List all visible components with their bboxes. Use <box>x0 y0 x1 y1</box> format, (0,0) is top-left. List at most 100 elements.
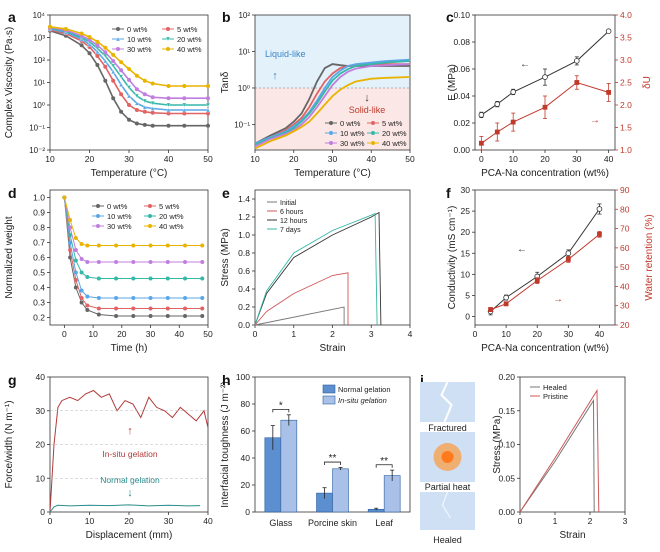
panel-b: 10⁻¹ 10⁰ 10¹ 10² 10 20 30 40 50 Temperature (°C) T… <box>220 9 415 179</box>
series-point <box>494 129 500 135</box>
legend-label: 5 wt% <box>177 25 198 34</box>
y2-tick-label: 2.5 <box>620 78 632 88</box>
series-point <box>96 260 101 264</box>
series-point <box>131 296 136 300</box>
series-point <box>142 109 147 114</box>
x-tick-label: 0 <box>253 329 258 339</box>
y-tick-label: 0.06 <box>453 64 470 74</box>
y-tick-label: 5 <box>465 290 470 300</box>
series-point <box>95 39 100 44</box>
x-axis-label: Temperature (°C) <box>91 168 168 179</box>
panel-label-a: a <box>8 9 16 25</box>
y-tick-label: 10 <box>461 269 471 279</box>
series-point <box>73 258 78 263</box>
y2-axis-label: δU <box>642 76 653 89</box>
legend-label: 0 wt% <box>107 202 128 211</box>
series-point <box>597 206 602 212</box>
series-point <box>110 63 116 69</box>
series-point <box>150 95 155 100</box>
normal-label: Normal gelation <box>100 475 160 485</box>
y-tick-label: 10³ <box>33 34 45 43</box>
legend-label: Initial <box>280 200 297 207</box>
y-tick-label: 60 <box>241 426 251 436</box>
series-point <box>182 83 187 88</box>
y-tick-label: 25 <box>461 206 471 216</box>
crack-line <box>440 381 453 423</box>
series-point <box>166 123 171 128</box>
y-tick-label: 0.10 <box>498 440 515 450</box>
series-point <box>87 35 92 40</box>
series-point <box>73 285 78 290</box>
legend-label: 0 wt% <box>127 25 148 34</box>
x-tick-label: 30 <box>124 154 134 164</box>
series-point <box>182 96 187 101</box>
series-point <box>103 50 108 55</box>
y-tick-label: 1.0 <box>238 230 250 240</box>
legend-label: Healed <box>543 383 567 392</box>
series-point <box>103 45 108 50</box>
legend-marker <box>371 141 375 145</box>
legend-label: 20 wt% <box>382 129 407 138</box>
y-tick-label: 30 <box>461 185 471 195</box>
left-arrow-icon: ← <box>520 59 530 70</box>
series-point <box>96 306 101 311</box>
series-point <box>542 104 548 110</box>
down-arrow-icon: ↓ <box>127 487 133 499</box>
series-point <box>205 102 211 108</box>
legend-label: 40 wt% <box>382 139 407 148</box>
series-point-outline <box>542 74 548 80</box>
legend-label: 30 wt% <box>340 139 365 148</box>
x-tick-label: 40 <box>604 154 614 164</box>
partial-heat-label: Partial heat <box>425 482 471 492</box>
legend-label: 20 wt% <box>159 212 184 221</box>
legend-marker <box>148 224 152 228</box>
x-tick-label: 20 <box>289 154 299 164</box>
x-tick-label: 10 <box>88 329 98 339</box>
x-tick-label: 20 <box>540 154 550 164</box>
x-tick-label: 4 <box>408 329 413 339</box>
series-point <box>165 243 170 248</box>
y2-tick-label: 90 <box>620 185 630 195</box>
series-point <box>114 314 119 318</box>
y-axis-label: E (MPa) <box>447 64 458 101</box>
series-point <box>134 107 139 112</box>
y-tick-label: 0 <box>465 312 470 322</box>
series-point <box>79 242 84 246</box>
panel-e: 0.0 0.2 0.4 0.6 0.8 1.0 1.2 1.4 0 1 2 3 4 Strain Stres… <box>220 185 413 354</box>
series-point <box>79 300 84 305</box>
panel-f: 0 5 10 15 20 25 30 20 30 40 50 60 70 80 90 0 10 20 30 40 PCA… <box>446 185 655 354</box>
x-tick-label: 2 <box>330 329 335 339</box>
series-point <box>96 312 101 317</box>
panel-label-e: e <box>222 185 230 201</box>
series-point <box>206 111 210 116</box>
y-tick-label: 1.4 <box>238 194 250 204</box>
series-point <box>114 276 119 281</box>
x-tick-label: 30 <box>572 154 582 164</box>
y-tick-label: 10² <box>238 11 250 20</box>
series-point <box>79 288 84 293</box>
x-axis-label: Strain <box>319 343 345 354</box>
y2-tick-label: 3.5 <box>620 33 632 43</box>
y2-tick-label: 50 <box>620 262 630 272</box>
series-line <box>49 389 209 513</box>
series-point <box>182 102 187 108</box>
y-tick-label: 20 <box>241 480 251 490</box>
y2-tick-label: 2.0 <box>620 100 632 110</box>
series-point <box>200 314 205 318</box>
x-tick-label: 30 <box>146 329 156 339</box>
y2-tick-label: 70 <box>620 224 630 234</box>
x-tick-label: 10 <box>45 154 55 164</box>
series-point <box>110 69 116 74</box>
series-point <box>73 278 78 282</box>
series-point <box>565 257 571 262</box>
series-point <box>503 301 509 307</box>
series-point <box>111 52 116 57</box>
legend-label: 20 wt% <box>177 35 202 44</box>
legend-label: Pristine <box>543 392 568 401</box>
panel-label-d: d <box>8 185 17 201</box>
legend-marker <box>116 27 120 31</box>
series-point <box>95 54 100 59</box>
series-point <box>205 107 211 113</box>
y-tick-label: 10¹ <box>238 47 250 56</box>
y2-tick-label: 20 <box>620 320 630 330</box>
